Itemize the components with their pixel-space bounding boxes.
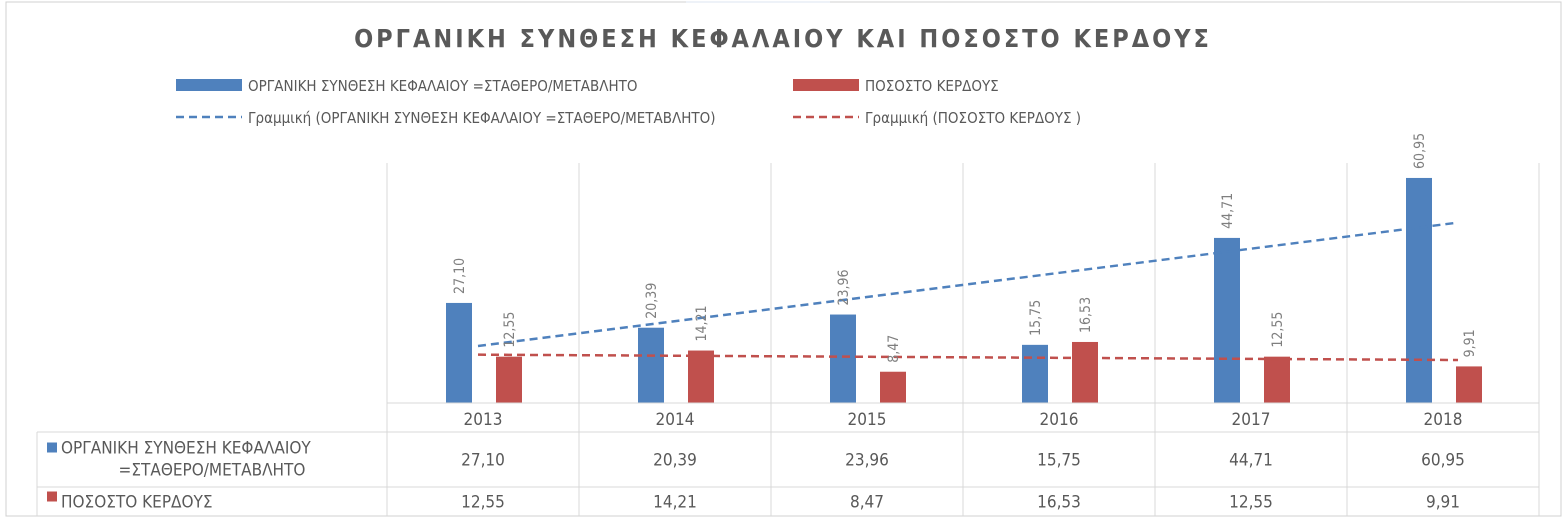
category-label: 2018 [1424,410,1463,430]
bar [688,350,714,403]
table-cell: 16,53 [1037,493,1081,513]
bar [638,327,664,403]
table-cell: 44,71 [1229,451,1273,471]
table-legend-key [47,491,57,502]
data-labels: 27,10 20,39 23,96 15,75 44,71 60,95 12,55 14,21… [452,133,1478,363]
bar [1022,344,1048,403]
category-label: 2015 [848,410,887,430]
bars [446,177,1482,403]
table-legend-key [47,442,57,453]
table-cell: 15,75 [1037,451,1081,471]
table-cell: 60,95 [1421,451,1465,471]
data-label: 15,75 [1028,300,1044,336]
trendline [477,221,1459,348]
gridlines [386,163,1540,403]
table-cell: 27,10 [461,451,505,471]
table-cell: 20,39 [653,451,697,471]
trendline [477,353,1459,362]
trendlines [477,221,1459,362]
legend-label: ΟΡΓΑΝΙΚΗ ΣΥΝΘΕΣΗ ΚΕΦΑΛΑΙΟΥ =ΣΤΑΘΕΡΟ/ΜΕΤΑ… [248,77,638,95]
bar [446,302,472,403]
bar [1072,341,1098,403]
data-label: 14,21 [694,305,710,341]
bar [496,356,522,403]
data-label: 9,91 [1462,329,1478,357]
data-label: 8,47 [886,335,902,363]
category-label: 2014 [656,410,695,430]
table-cell: 12,55 [461,493,505,513]
data-label: 44,71 [1220,193,1236,229]
table-row-label: ΟΡΓΑΝΙΚΗ ΣΥΝΘΕΣΗ ΚΕΦΑΛΑΙΟΥ [61,439,311,459]
category-label: 2013 [464,410,503,430]
data-label: 12,55 [502,312,518,348]
table-cell: 14,21 [653,493,697,513]
bar [880,371,906,403]
legend-label: Γραμμική (ΟΡΓΑΝΙΚΗ ΣΥΝΘΕΣΗ ΚΕΦΑΛΑΙΟΥ =ΣΤ… [248,109,716,127]
bar [1264,356,1290,403]
data-label: 12,55 [1270,312,1286,348]
data-label: 60,95 [1412,133,1428,169]
legend: ΟΡΓΑΝΙΚΗ ΣΥΝΘΕΣΗ ΚΕΦΑΛΑΙΟΥ =ΣΤΑΘΕΡΟ/ΜΕΤΑ… [176,77,1081,127]
data-table: 2013 2014 2015 2016 2017 2018 ΟΡΓΑΝΙΚΗ ΣΥΝΘΕΣΗ… [36,402,1540,516]
data-label: 16,53 [1078,297,1094,333]
chart-title: ΟΡΓΑΝΙΚΗ ΣΥΝΘΕΣΗ ΚΕΦΑΛΑΙΟΥ ΚΑΙ ΠΟΣΟΣΤΟ Κ… [354,24,1212,53]
bar [830,314,856,403]
chart-frame [5,1,1562,517]
category-label: 2016 [1040,410,1079,430]
category-label: 2017 [1232,410,1271,430]
table-cell: 9,91 [1426,493,1460,513]
legend-key [793,79,859,91]
table-cell: 23,96 [845,451,889,471]
legend-label: Γραμμική (ΠΟΣΟΣΤΟ ΚΕΡΔΟΥΣ ) [865,109,1081,127]
table-row-label: ΠΟΣΟΣΤΟ ΚΕΡΔΟΥΣ [61,493,213,513]
bar [1406,177,1432,403]
data-label: 20,39 [644,283,660,319]
bar [1214,237,1240,403]
table-cell: 8,47 [850,493,884,513]
table-cell: 12,55 [1229,493,1273,513]
data-label: 23,96 [836,269,852,305]
bar [1456,366,1482,403]
table-row-label: =ΣΤΑΘΕΡΟ/ΜΕΤΑΒΛΗΤΟ [119,461,306,481]
legend-key [176,79,242,91]
data-label: 27,10 [452,258,468,294]
legend-label: ΠΟΣΟΣΤΟ ΚΕΡΔΟΥΣ [865,77,999,95]
